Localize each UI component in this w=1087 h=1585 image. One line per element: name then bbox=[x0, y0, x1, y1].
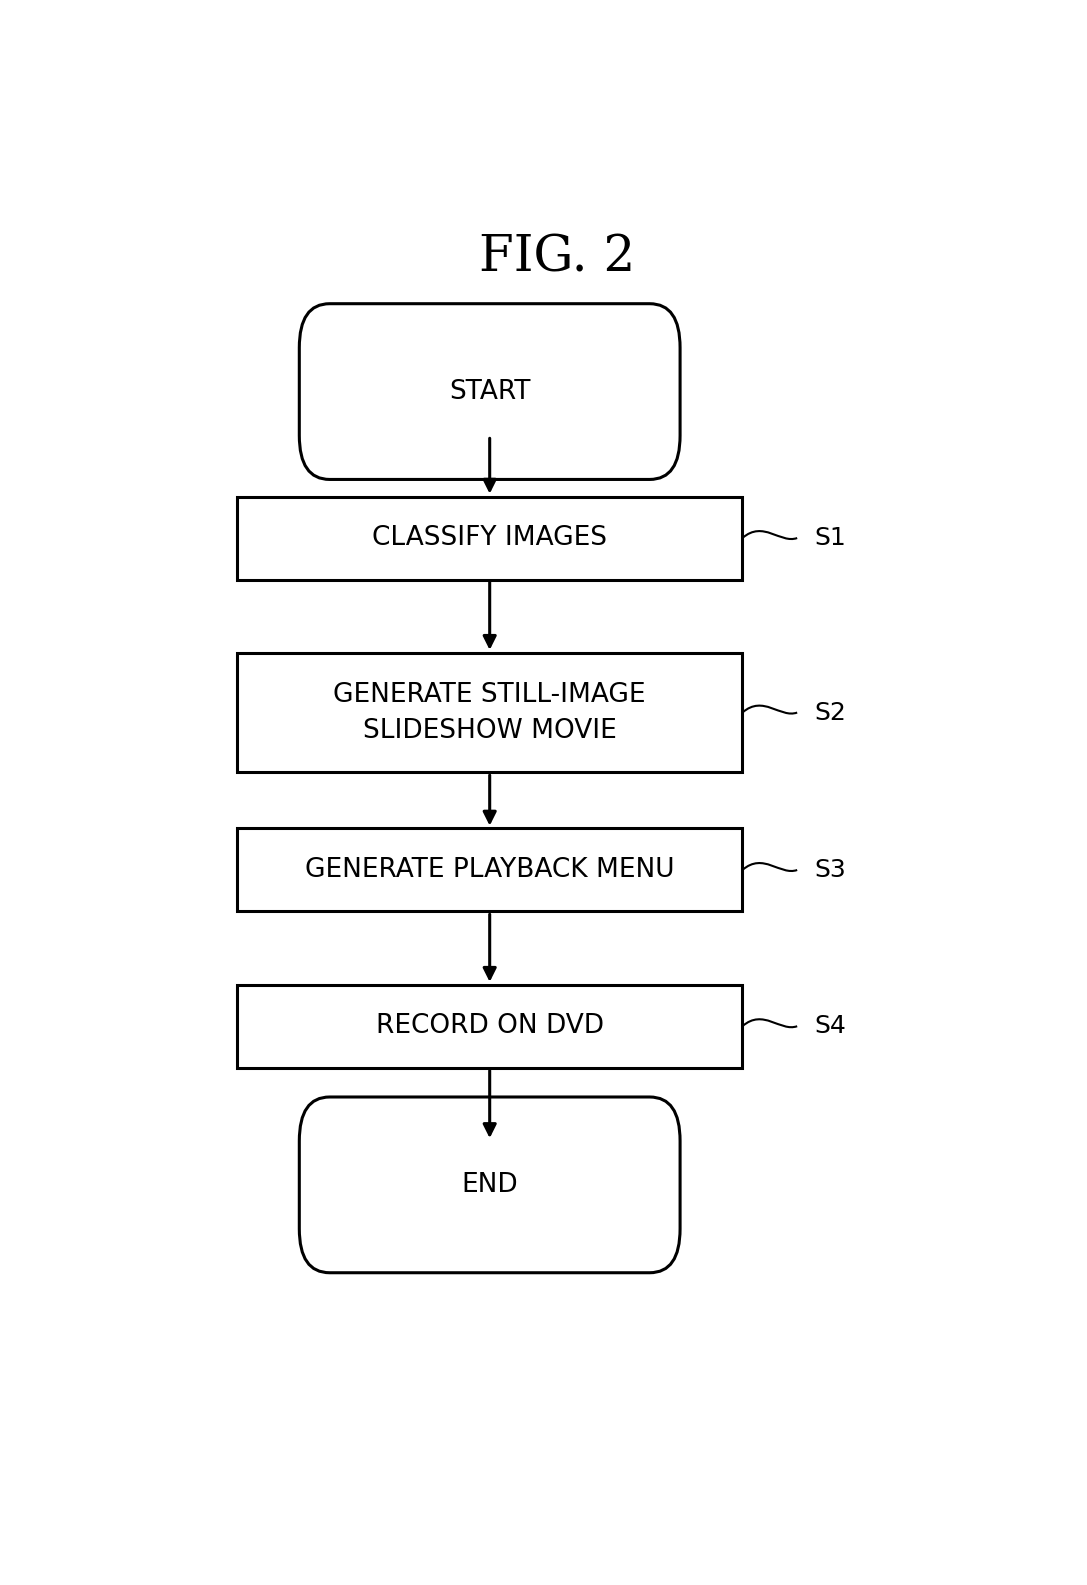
Bar bbox=[237, 829, 742, 911]
Text: START: START bbox=[449, 379, 530, 404]
Bar bbox=[237, 653, 742, 772]
Bar bbox=[237, 984, 742, 1068]
Text: GENERATE STILL-IMAGE
SLIDESHOW MOVIE: GENERATE STILL-IMAGE SLIDESHOW MOVIE bbox=[334, 682, 646, 743]
Text: CLASSIFY IMAGES: CLASSIFY IMAGES bbox=[372, 525, 608, 552]
FancyBboxPatch shape bbox=[299, 1097, 680, 1273]
Text: S4: S4 bbox=[814, 1014, 846, 1038]
Text: RECORD ON DVD: RECORD ON DVD bbox=[376, 1013, 603, 1040]
Text: S2: S2 bbox=[814, 701, 846, 724]
Bar bbox=[237, 496, 742, 580]
Text: END: END bbox=[461, 1171, 518, 1198]
Text: FIG. 2: FIG. 2 bbox=[479, 233, 635, 282]
Text: S3: S3 bbox=[814, 857, 846, 881]
Text: GENERATE PLAYBACK MENU: GENERATE PLAYBACK MENU bbox=[305, 857, 674, 883]
Text: S1: S1 bbox=[814, 526, 846, 550]
FancyBboxPatch shape bbox=[299, 304, 680, 479]
